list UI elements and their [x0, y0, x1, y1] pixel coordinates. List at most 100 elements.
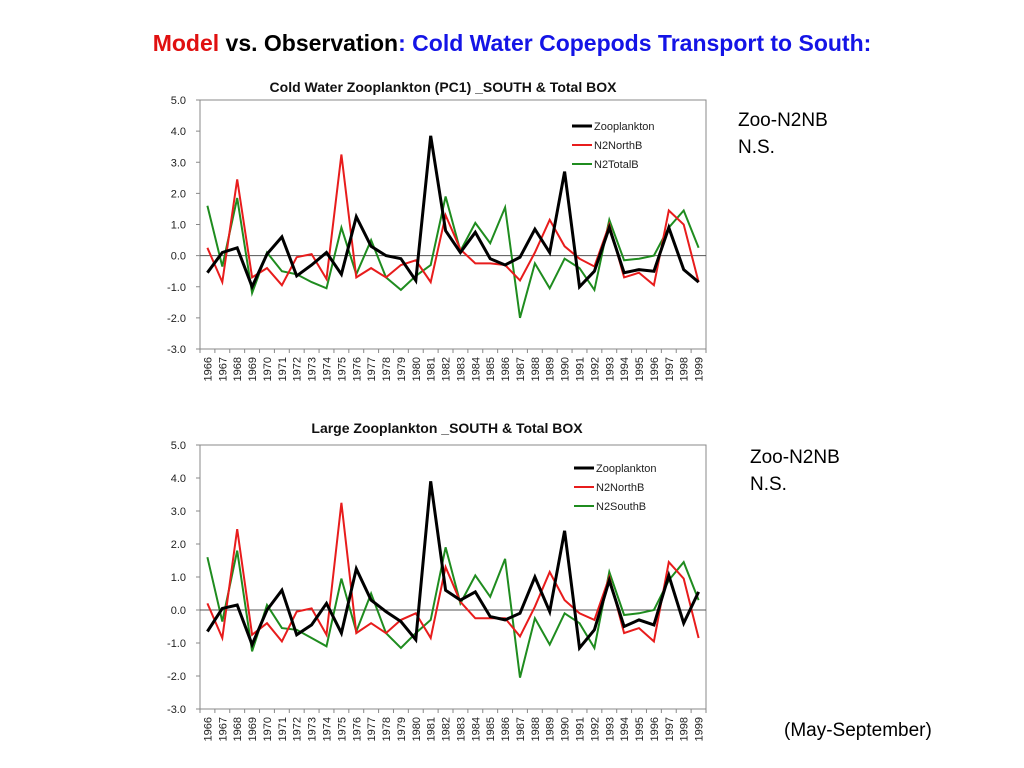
x-tick-label: 1983: [455, 357, 467, 381]
x-tick-label: 1987: [515, 357, 527, 381]
chart-title: Cold Water Zooplankton (PC1) _SOUTH & To…: [270, 79, 618, 95]
legend-label-zooplankton: Zooplankton: [596, 463, 657, 475]
series-line-n2southb: [206, 547, 700, 678]
legend-label-n2northb: N2NorthB: [594, 140, 642, 152]
x-tick-label: 1992: [589, 357, 601, 381]
x-tick-label: 1986: [500, 357, 512, 381]
series-line-zooplankton: [206, 481, 700, 652]
x-tick-label: 1980: [411, 717, 423, 741]
x-tick-label: 1984: [470, 717, 482, 741]
x-tick-label: 1973: [307, 357, 319, 381]
note-bottom: Zoo-N2NB N.S.: [750, 445, 840, 498]
chart-title: Large Zooplankton _SOUTH & Total BOX: [311, 420, 583, 436]
x-tick-label: 1969: [247, 717, 259, 741]
y-tick-label: 2.0: [171, 539, 186, 551]
y-tick-label: 0.0: [171, 251, 186, 263]
x-tick-label: 1977: [366, 717, 378, 741]
x-tick-label: 1994: [619, 717, 631, 741]
y-tick-label: -3.0: [167, 704, 186, 716]
x-tick-label: 1970: [262, 357, 274, 381]
note-top-line1: Zoo-N2NB: [738, 110, 828, 131]
x-tick-label: 1979: [396, 717, 408, 741]
x-tick-label: 1967: [217, 357, 229, 381]
title-model: Model: [152, 30, 220, 56]
x-tick-label: 1975: [336, 717, 348, 741]
x-tick-label: 1987: [515, 717, 527, 741]
y-tick-label: 3.0: [171, 157, 186, 169]
x-tick-label: 1990: [560, 717, 572, 741]
x-tick-label: 1976: [351, 717, 363, 741]
x-tick-label: 1998: [679, 717, 691, 741]
x-tick-label: 1991: [575, 717, 587, 741]
x-tick-label: 1990: [560, 357, 572, 381]
x-tick-label: 1997: [664, 357, 676, 381]
x-tick-label: 1996: [649, 357, 661, 381]
y-tick-label: 1.0: [171, 572, 186, 584]
y-tick-label: 5.0: [171, 440, 186, 452]
title-topic: : Cold Water Copepods Transport to South…: [398, 30, 872, 56]
x-tick-label: 1995: [634, 717, 646, 741]
x-tick-label: 1971: [277, 717, 289, 741]
x-tick-label: 1968: [232, 357, 244, 381]
x-tick-label: 1999: [694, 717, 706, 741]
x-tick-label: 1995: [634, 357, 646, 381]
x-tick-label: 1972: [292, 357, 304, 381]
x-tick-label: 1970: [262, 717, 274, 741]
x-tick-label: 1977: [366, 357, 378, 381]
y-tick-label: 3.0: [171, 506, 186, 518]
x-tick-label: 1968: [232, 717, 244, 741]
x-tick-label: 1993: [604, 717, 616, 741]
y-tick-label: -2.0: [167, 671, 186, 683]
note-top-line2: N.S.: [738, 136, 775, 158]
x-tick-label: 1994: [619, 357, 631, 381]
x-tick-label: 1966: [202, 357, 214, 381]
x-tick-label: 1988: [530, 717, 542, 741]
y-tick-label: 5.0: [171, 95, 186, 107]
note-bottom-line1: Zoo-N2NB: [750, 447, 840, 468]
x-tick-label: 1981: [426, 717, 438, 741]
y-tick-label: 4.0: [171, 126, 186, 138]
x-tick-label: 1988: [530, 357, 542, 381]
y-tick-label: 1.0: [171, 220, 186, 232]
x-tick-label: 1999: [694, 357, 706, 381]
note-bottom-line2: N.S.: [750, 473, 787, 495]
x-tick-label: 1985: [485, 357, 497, 381]
x-tick-label: 1976: [351, 357, 363, 381]
x-tick-label: 1989: [545, 357, 557, 381]
y-tick-label: 2.0: [171, 188, 186, 200]
x-tick-label: 1982: [441, 357, 453, 381]
x-tick-label: 1972: [292, 717, 304, 741]
x-tick-label: 1978: [381, 717, 393, 741]
x-tick-label: 1974: [322, 357, 334, 381]
footnote: (May-September): [784, 720, 932, 741]
slide-title: Model vs. Observation: Cold Water Copepo…: [0, 30, 1024, 57]
x-tick-label: 1969: [247, 357, 259, 381]
series-line-zooplankton: [206, 135, 700, 291]
x-tick-label: 1966: [202, 717, 214, 741]
y-tick-label: 0.0: [171, 605, 186, 617]
x-tick-label: 1978: [381, 357, 393, 381]
legend-label-zooplankton: Zooplankton: [594, 121, 655, 133]
x-tick-label: 1981: [426, 357, 438, 381]
x-tick-label: 1967: [217, 717, 229, 741]
x-tick-label: 1980: [411, 357, 423, 381]
x-tick-label: 1985: [485, 717, 497, 741]
y-tick-label: -3.0: [167, 344, 186, 356]
legend-label-n2northb: N2NorthB: [596, 482, 644, 494]
note-top: Zoo-N2NB N.S.: [738, 108, 828, 161]
x-tick-label: 1992: [589, 717, 601, 741]
x-tick-label: 1982: [441, 717, 453, 741]
x-tick-label: 1986: [500, 717, 512, 741]
x-tick-label: 1979: [396, 357, 408, 381]
x-tick-label: 1983: [455, 717, 467, 741]
x-tick-label: 1991: [575, 357, 587, 381]
legend-label-n2southb: N2SouthB: [596, 501, 646, 513]
y-tick-label: -1.0: [167, 638, 186, 650]
x-tick-label: 1971: [277, 357, 289, 381]
x-tick-label: 1996: [649, 717, 661, 741]
x-tick-label: 1998: [679, 357, 691, 381]
x-tick-label: 1989: [545, 717, 557, 741]
legend-label-n2totalb: N2TotalB: [594, 159, 639, 171]
